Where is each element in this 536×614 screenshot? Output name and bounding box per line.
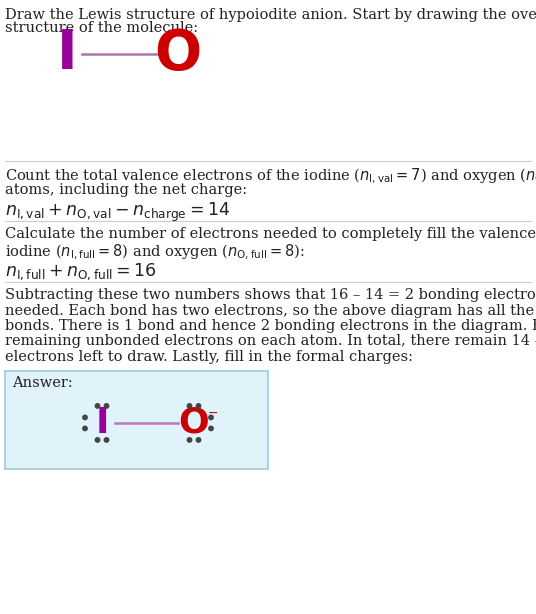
Text: I: I — [57, 27, 77, 81]
Text: O: O — [154, 27, 202, 81]
Circle shape — [95, 404, 100, 408]
Circle shape — [105, 438, 109, 442]
Text: Subtracting these two numbers shows that 16 – 14 = 2 bonding electrons are: Subtracting these two numbers shows that… — [5, 288, 536, 302]
Text: iodine ($n_\mathrm{I,full} = 8$) and oxygen ($n_\mathrm{O,full} = 8$):: iodine ($n_\mathrm{I,full} = 8$) and oxy… — [5, 243, 305, 262]
Circle shape — [105, 404, 109, 408]
Text: Answer:: Answer: — [12, 376, 73, 390]
Text: $n_\mathrm{I,full} + n_\mathrm{O,full} = 16$: $n_\mathrm{I,full} + n_\mathrm{O,full} =… — [5, 261, 157, 282]
Text: $n_\mathrm{I,val} + n_\mathrm{O,val} - n_\mathrm{charge} = 14$: $n_\mathrm{I,val} + n_\mathrm{O,val} - n… — [5, 201, 230, 224]
Circle shape — [196, 438, 200, 442]
Circle shape — [187, 404, 192, 408]
Text: O: O — [178, 406, 210, 440]
Text: Count the total valence electrons of the iodine ($n_\mathrm{I,val} = 7$) and oxy: Count the total valence electrons of the… — [5, 167, 536, 186]
Text: Calculate the number of electrons needed to completely fill the valence shells f: Calculate the number of electrons needed… — [5, 227, 536, 241]
Circle shape — [83, 426, 87, 430]
Text: bonds. There is 1 bond and hence 2 bonding electrons in the diagram. Fill in the: bonds. There is 1 bond and hence 2 bondi… — [5, 319, 536, 333]
Circle shape — [209, 415, 213, 419]
Circle shape — [196, 404, 200, 408]
Circle shape — [209, 426, 213, 430]
Text: −: − — [208, 406, 219, 419]
Bar — [5, 371, 268, 469]
Text: atoms, including the net charge:: atoms, including the net charge: — [5, 183, 247, 197]
Circle shape — [187, 438, 192, 442]
Text: Draw the Lewis structure of hypoiodite anion. Start by drawing the overall: Draw the Lewis structure of hypoiodite a… — [5, 8, 536, 22]
Circle shape — [95, 438, 100, 442]
Circle shape — [83, 415, 87, 419]
Text: I: I — [95, 406, 109, 440]
Text: electrons left to draw. Lastly, fill in the formal charges:: electrons left to draw. Lastly, fill in … — [5, 350, 413, 364]
Text: structure of the molecule:: structure of the molecule: — [5, 21, 198, 35]
Text: needed. Each bond has two electrons, so the above diagram has all the necessary: needed. Each bond has two electrons, so … — [5, 303, 536, 317]
Text: remaining unbonded electrons on each atom. In total, there remain 14 – 2 = 12: remaining unbonded electrons on each ato… — [5, 335, 536, 349]
